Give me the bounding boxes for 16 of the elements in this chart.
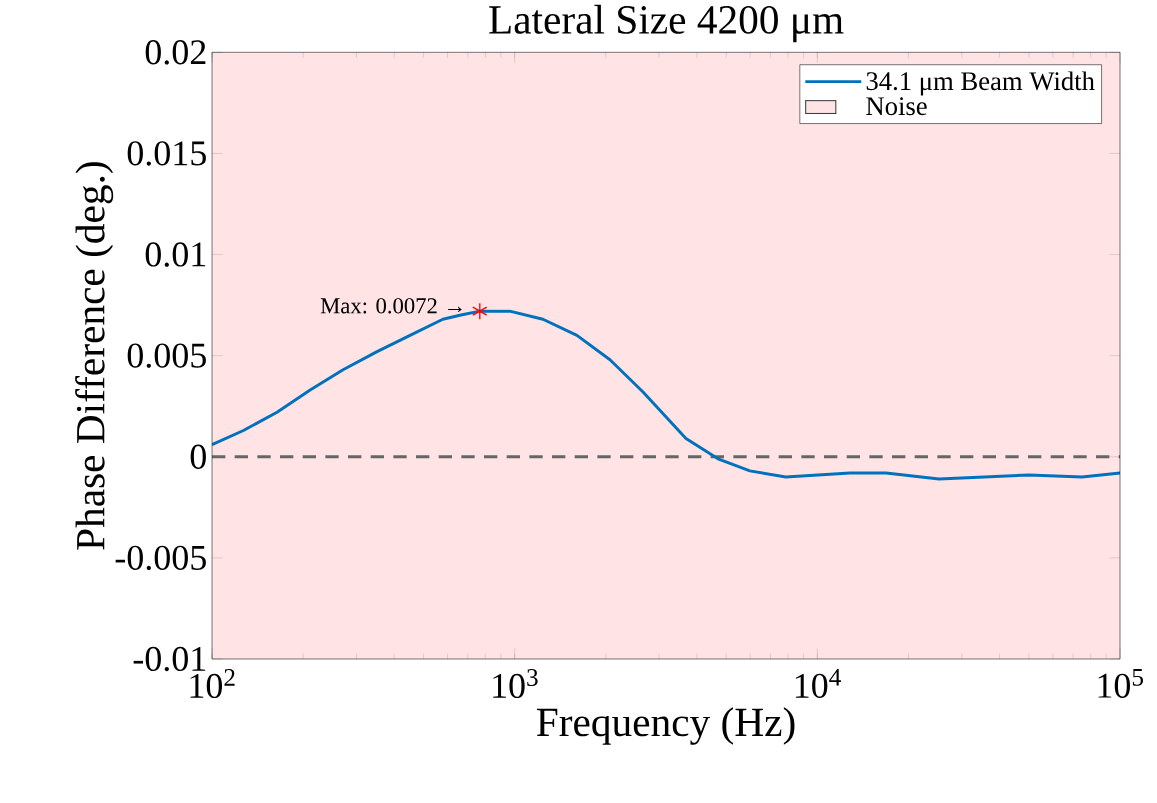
y-tick-label: -0.005 [115,545,206,571]
band-label: Noise [866,97,927,116]
x-axis-title: Frequency (Hz) [536,707,795,745]
chart-title: Lateral Size 4200 μm [489,4,844,43]
y-axis-title: Phase Difference (deg.) [75,162,114,550]
legend-label: 34.1 μm Beam Width [866,71,1095,96]
y-tick-label: 0 [190,444,206,469]
y-tick-label: 0.02 [145,40,206,65]
x-tick-label: 10$^{3}$ [493,669,538,699]
y-tick-label: 0.01 [145,242,206,267]
annotation: Max: 0.0072 → [320,298,462,314]
y-tick-label: 0.005 [127,343,206,368]
x-tick-label: 10$^{5}$ [1098,669,1143,698]
y-tick-label: -0.01 [133,646,206,672]
y-tick-label: 0.015 [127,141,206,166]
x-tick-label: 10$^{4}$ [795,669,841,699]
